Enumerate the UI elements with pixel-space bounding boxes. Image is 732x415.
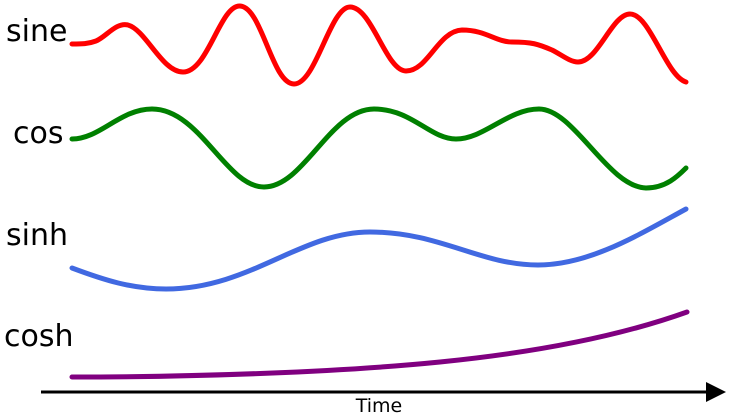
sine-curve: [69, 3, 689, 87]
sinh-label: sinh: [6, 218, 68, 253]
sine-label: sine: [6, 14, 67, 49]
cos-curve: [69, 106, 689, 191]
sinh-curve: [69, 206, 689, 292]
cosh-label: cosh: [4, 319, 74, 354]
cosh-curve: [69, 309, 690, 380]
arrow-right-icon: [706, 382, 726, 402]
cos-label: cos: [13, 116, 63, 151]
time-axis-label: Time: [355, 395, 403, 415]
